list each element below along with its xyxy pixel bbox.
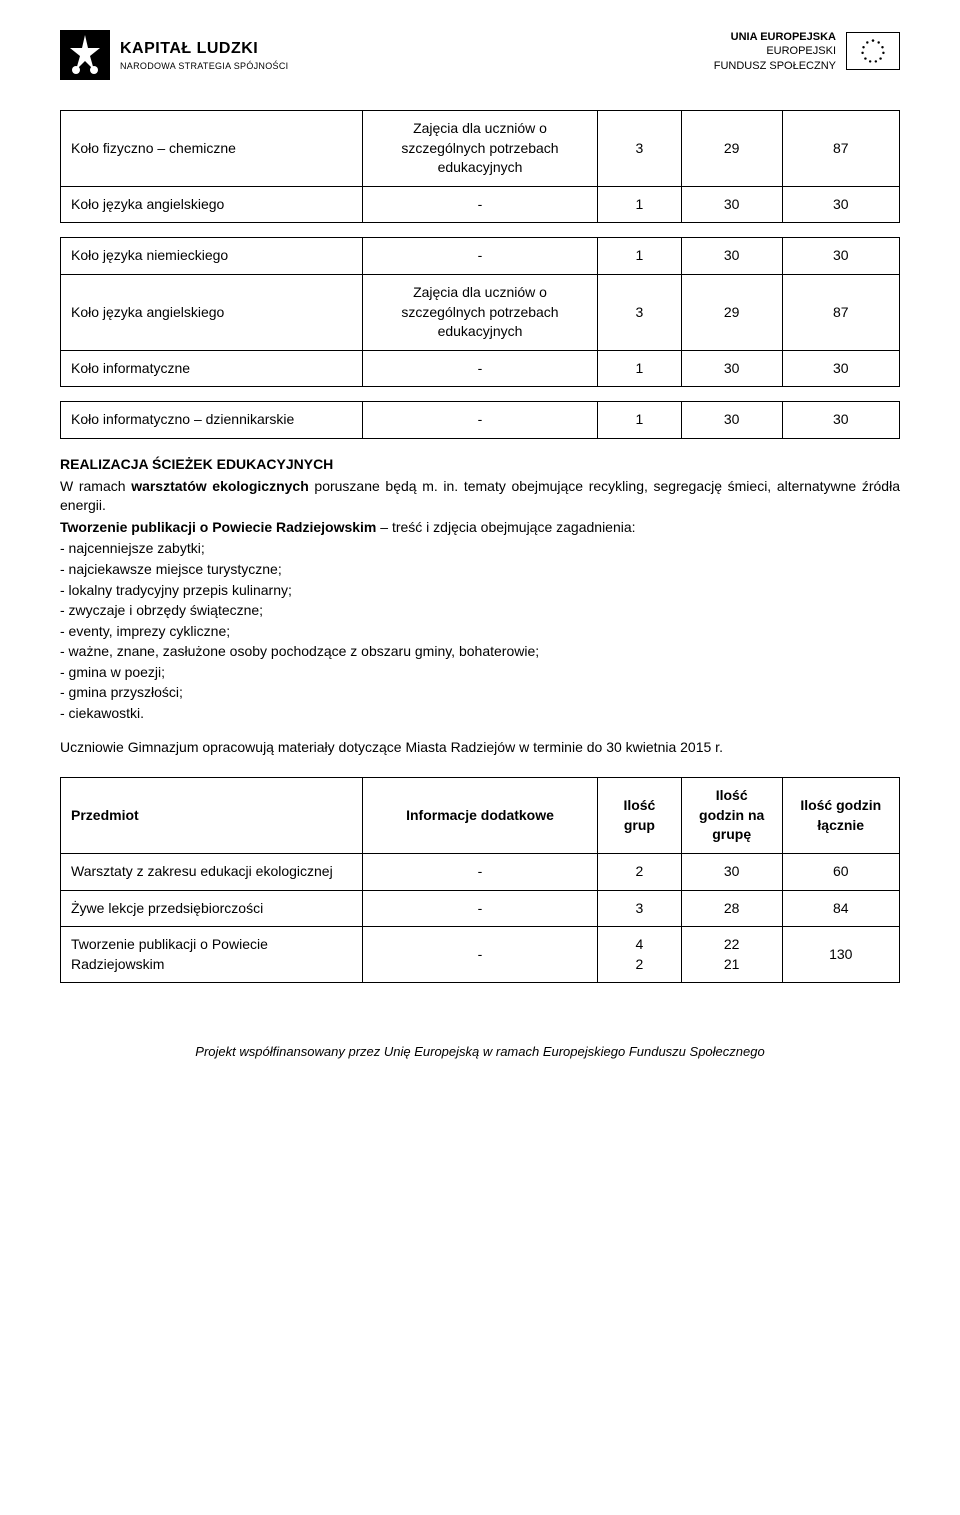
header-cell: Ilość grup — [597, 778, 681, 854]
cell: 30 — [782, 186, 899, 223]
eu-text: UNIA EUROPEJSKA EUROPEJSKI FUNDUSZ SPOŁE… — [714, 30, 836, 73]
cell: 29 — [681, 111, 782, 187]
table-row: Koło języka niemieckiego - 1 30 30 — [61, 238, 900, 275]
table-row: Żywe lekcje przedsiębiorczości - 3 28 84 — [61, 890, 900, 927]
cell: - — [363, 402, 598, 439]
header-cell: Ilość godzin na grupę — [681, 778, 782, 854]
bullet-list: - najcenniejsze zabytki; - najciekawsze … — [60, 539, 900, 723]
cell: 2 — [597, 854, 681, 891]
cell: 30 — [681, 402, 782, 439]
list-item: - ważne, znane, zasłużone osoby pochodzą… — [60, 642, 900, 662]
cell: 28 — [681, 890, 782, 927]
cell: 1 — [597, 350, 681, 387]
cell: 30 — [681, 854, 782, 891]
cell: 3 — [597, 274, 681, 350]
cell: Koło języka angielskiego — [61, 186, 363, 223]
table-header-row: Przedmiot Informacje dodatkowe Ilość gru… — [61, 778, 900, 854]
cell: - — [363, 890, 598, 927]
list-item: - ciekawostki. — [60, 704, 900, 724]
cell: 84 — [782, 890, 899, 927]
p1a: W ramach — [60, 478, 131, 494]
paragraph-1: W ramach warsztatów ekologicznych porusz… — [60, 477, 900, 516]
p2b: – treść i zdjęcia obejmujące zagadnienia… — [376, 519, 635, 535]
list-item: - gmina przyszłości; — [60, 683, 900, 703]
list-item: - lokalny tradycyjny przepis kulinarny; — [60, 581, 900, 601]
list-item: - zwyczaje i obrzędy świąteczne; — [60, 601, 900, 621]
cell: Koło informatyczne — [61, 350, 363, 387]
table-row: Koło języka angielskiego Zajęcia dla ucz… — [61, 274, 900, 350]
cell: 30 — [782, 238, 899, 275]
eu-flag-icon — [846, 32, 900, 70]
kapital-ludzki-text: KAPITAŁ LUDZKI NARODOWA STRATEGIA SPÓJNO… — [120, 38, 288, 73]
cell: - — [363, 350, 598, 387]
cell: Żywe lekcje przedsiębiorczości — [61, 890, 363, 927]
section-title: REALIZACJA ŚCIEŻEK EDUKACYJNYCH — [60, 455, 900, 475]
header-right: UNIA EUROPEJSKA EUROPEJSKI FUNDUSZ SPOŁE… — [714, 30, 900, 73]
footer-text: Projekt współfinansowany przez Unię Euro… — [60, 1043, 900, 1061]
cell: 87 — [782, 111, 899, 187]
p1b: warsztatów ekologicznych — [131, 478, 309, 494]
kapital-ludzki-icon — [60, 30, 110, 80]
cell: 1 — [597, 402, 681, 439]
cell: 30 — [681, 238, 782, 275]
cell: 1 — [597, 186, 681, 223]
table-row: Warsztaty z zakresu edukacji ekologiczne… — [61, 854, 900, 891]
eu-line1: UNIA EUROPEJSKA — [714, 30, 836, 44]
list-item: - najcenniejsze zabytki; — [60, 539, 900, 559]
header-left: KAPITAŁ LUDZKI NARODOWA STRATEGIA SPÓJNO… — [60, 30, 288, 80]
header-cell: Informacje dodatkowe — [363, 778, 598, 854]
eu-line3: FUNDUSZ SPOŁECZNY — [714, 59, 836, 73]
cell: 30 — [782, 402, 899, 439]
cell: 4 2 — [597, 927, 681, 983]
cell: 87 — [782, 274, 899, 350]
header-cell: Przedmiot — [61, 778, 363, 854]
paragraph-2: Tworzenie publikacji o Powiecie Radziejo… — [60, 518, 900, 538]
cell: Warsztaty z zakresu edukacji ekologiczne… — [61, 854, 363, 891]
table-3: Koło informatyczno – dziennikarskie - 1 … — [60, 401, 900, 439]
table-1: Koło fizyczno – chemiczne Zajęcia dla uc… — [60, 110, 900, 223]
cell: Zajęcia dla uczniów o szczególnych potrz… — [363, 274, 598, 350]
cell: 22 21 — [681, 927, 782, 983]
cell: 130 — [782, 927, 899, 983]
table-row: Koło fizyczno – chemiczne Zajęcia dla uc… — [61, 111, 900, 187]
cell: Koło informatyczno – dziennikarskie — [61, 402, 363, 439]
cell: 29 — [681, 274, 782, 350]
cell: - — [363, 854, 598, 891]
list-item: - gmina w poezji; — [60, 663, 900, 683]
cell: 3 — [597, 111, 681, 187]
list-item: - eventy, imprezy cykliczne; — [60, 622, 900, 642]
cell: 30 — [681, 350, 782, 387]
cell: 60 — [782, 854, 899, 891]
cell: Koło języka niemieckiego — [61, 238, 363, 275]
cell: Koło fizyczno – chemiczne — [61, 111, 363, 187]
table-2: Koło języka niemieckiego - 1 30 30 Koło … — [60, 237, 900, 387]
table-row: Koło informatyczne - 1 30 30 — [61, 350, 900, 387]
cell: - — [363, 186, 598, 223]
cell: 30 — [782, 350, 899, 387]
cell: 1 — [597, 238, 681, 275]
kl-subtitle: NARODOWA STRATEGIA SPÓJNOŚCI — [120, 60, 288, 73]
table-4: Przedmiot Informacje dodatkowe Ilość gru… — [60, 777, 900, 983]
table-row: Koło informatyczno – dziennikarskie - 1 … — [61, 402, 900, 439]
table-row: Tworzenie publikacji o Powiecie Radziejo… — [61, 927, 900, 983]
cell: Tworzenie publikacji o Powiecie Radziejo… — [61, 927, 363, 983]
cell: Koło języka angielskiego — [61, 274, 363, 350]
cell: - — [363, 238, 598, 275]
cell: - — [363, 927, 598, 983]
eu-line2: EUROPEJSKI — [714, 44, 836, 58]
p2a: Tworzenie publikacji o Powiecie Radziejo… — [60, 519, 376, 535]
list-item: - najciekawsze miejsce turystyczne; — [60, 560, 900, 580]
page-header: KAPITAŁ LUDZKI NARODOWA STRATEGIA SPÓJNO… — [60, 30, 900, 80]
table-row: Koło języka angielskiego - 1 30 30 — [61, 186, 900, 223]
kl-title: KAPITAŁ LUDZKI — [120, 38, 288, 60]
cell: 3 — [597, 890, 681, 927]
cell: 30 — [681, 186, 782, 223]
header-cell: Ilość godzin łącznie — [782, 778, 899, 854]
paragraph-3: Uczniowie Gimnazjum opracowują materiały… — [60, 738, 900, 758]
cell: Zajęcia dla uczniów o szczególnych potrz… — [363, 111, 598, 187]
